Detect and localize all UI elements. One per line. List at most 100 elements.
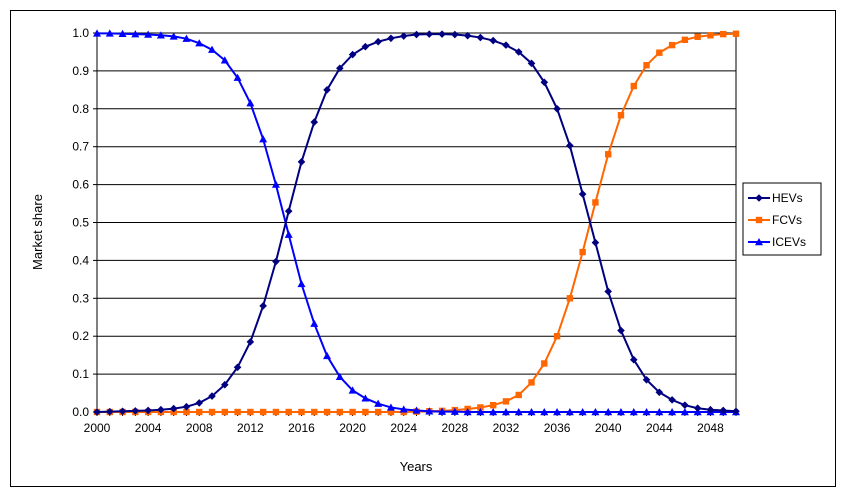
data-point-icevs [655,408,664,416]
data-point-fcvs [285,408,292,416]
x-tick-label: 2028 [441,421,468,435]
y-axis: 0.0 0.1 0.2 0.3 0.4 0.5 0.6 0.7 0.8 0.9 1.0 [72,26,97,419]
x-tick-label: 2004 [135,421,162,435]
data-point-hevs [566,141,574,150]
data-point-fcvs [349,408,356,416]
legend-item-fcvs: FCVs [748,213,802,227]
data-point-fcvs [183,408,190,416]
data-point-fcvs [541,360,548,367]
data-point-icevs [335,372,344,380]
data-point-hevs [629,355,638,364]
data-point-icevs [450,407,459,415]
data-point-hevs [655,388,664,397]
data-point-icevs [182,34,191,42]
data-point-icevs [680,408,689,416]
data-point-icevs [208,45,217,53]
data-point-hevs [399,32,408,40]
data-point-fcvs [605,151,612,158]
data-point-icevs [514,408,523,416]
data-point-fcvs [515,391,522,399]
data-point-fcvs [362,408,369,416]
y-tick-label: 1.0 [72,26,89,40]
data-point-hevs [412,30,421,39]
x-tick-label: 2040 [595,421,622,435]
data-point-hevs [438,30,446,38]
data-point-icevs [527,408,536,416]
data-point-icevs [144,30,153,38]
gridlines [97,70,736,375]
y-tick-label: 0.6 [72,178,89,192]
y-tick-label: 0.8 [72,102,89,116]
x-tick-label: 2024 [390,421,417,435]
data-point-hevs [642,375,651,384]
data-point-icevs [271,180,280,188]
data-point-icevs [131,30,140,38]
data-point-hevs [310,118,319,126]
data-point-icevs [246,99,255,107]
data-point-icevs [591,408,600,416]
data-point-hevs [93,408,101,416]
legend-marker-fcvs [755,216,763,224]
data-point-fcvs [681,36,689,44]
series-layer [93,29,740,416]
data-point-hevs [578,190,587,198]
data-point-hevs [182,402,191,411]
x-tick-label: 2008 [186,421,213,435]
data-point-hevs [336,64,344,73]
data-point-fcvs [387,408,395,416]
data-point-hevs [604,287,612,296]
data-point-fcvs [336,408,344,416]
data-point-hevs [233,363,242,372]
series-icevs [93,29,740,416]
data-point-icevs [156,31,165,39]
x-tick-label: 2016 [288,421,315,435]
data-point-hevs [451,30,459,39]
data-point-hevs [157,405,165,414]
y-tick-label: 0.0 [72,405,89,419]
data-point-hevs [476,33,485,42]
data-point-fcvs [477,404,484,411]
legend-item-icevs: ICEVs [748,235,806,249]
data-point-hevs [489,36,497,45]
data-point-fcvs [298,408,305,416]
data-point-hevs [514,48,523,56]
data-point-icevs [310,319,319,327]
data-point-hevs [272,257,280,266]
data-point-hevs [591,238,600,247]
data-point-icevs [297,279,306,288]
data-point-hevs [681,401,689,409]
legend-item-hevs: HEVs [748,191,803,205]
data-point-icevs [642,408,651,416]
data-point-icevs [489,408,498,416]
y-axis-label: Market share [30,194,45,270]
data-point-hevs [323,86,331,94]
y-tick-label: 0.1 [72,367,89,381]
x-tick-label: 2012 [237,421,264,435]
data-point-hevs [246,338,255,346]
x-tick-label: 2036 [544,421,571,435]
data-point-hevs [553,105,561,113]
data-point-icevs [374,399,383,407]
x-tick-label: 2032 [493,421,520,435]
data-point-fcvs [311,408,318,416]
data-point-fcvs [374,408,382,416]
data-point-fcvs [694,33,701,40]
data-point-hevs [284,207,293,215]
data-point-fcvs [643,62,650,69]
data-point-hevs [617,326,625,335]
data-point-icevs [616,408,625,416]
y-tick-label: 0.7 [72,140,89,154]
x-axis-label: Years [400,459,433,474]
data-point-fcvs [707,32,714,39]
data-point-hevs [719,406,728,415]
data-point-hevs [221,380,229,389]
data-point-icevs [259,135,268,143]
data-point-fcvs [247,408,254,416]
x-axis: 2000 2004 2008 2012 2016 2020 2024 2028 2032 2036… [84,412,737,435]
legend: HEVs FCVs ICEVs [742,182,822,256]
data-point-icevs [565,408,574,416]
data-point-hevs [297,158,306,166]
data-point-fcvs [272,408,280,416]
legend-label-icevs: ICEVs [772,235,806,249]
data-point-icevs [105,29,114,37]
